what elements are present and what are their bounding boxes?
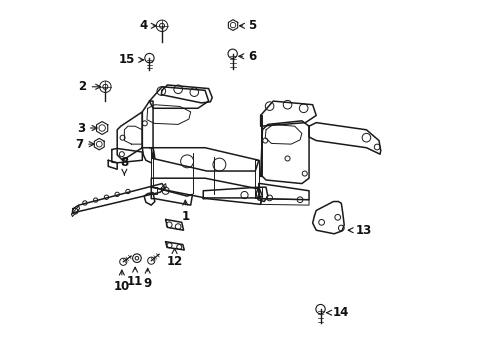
Text: 5: 5 bbox=[239, 19, 256, 32]
Text: 14: 14 bbox=[326, 306, 348, 319]
Text: 15: 15 bbox=[119, 53, 143, 66]
Text: 10: 10 bbox=[114, 270, 130, 293]
Text: 1: 1 bbox=[181, 200, 189, 224]
Text: 3: 3 bbox=[77, 122, 97, 135]
Text: 4: 4 bbox=[139, 19, 156, 32]
Text: 6: 6 bbox=[238, 50, 256, 63]
Text: 8: 8 bbox=[120, 156, 128, 175]
Text: 7: 7 bbox=[75, 138, 94, 150]
Text: 13: 13 bbox=[347, 224, 371, 237]
Text: 2: 2 bbox=[79, 80, 101, 93]
Text: 9: 9 bbox=[143, 268, 151, 290]
Text: 11: 11 bbox=[127, 267, 143, 288]
Text: 12: 12 bbox=[166, 248, 183, 268]
